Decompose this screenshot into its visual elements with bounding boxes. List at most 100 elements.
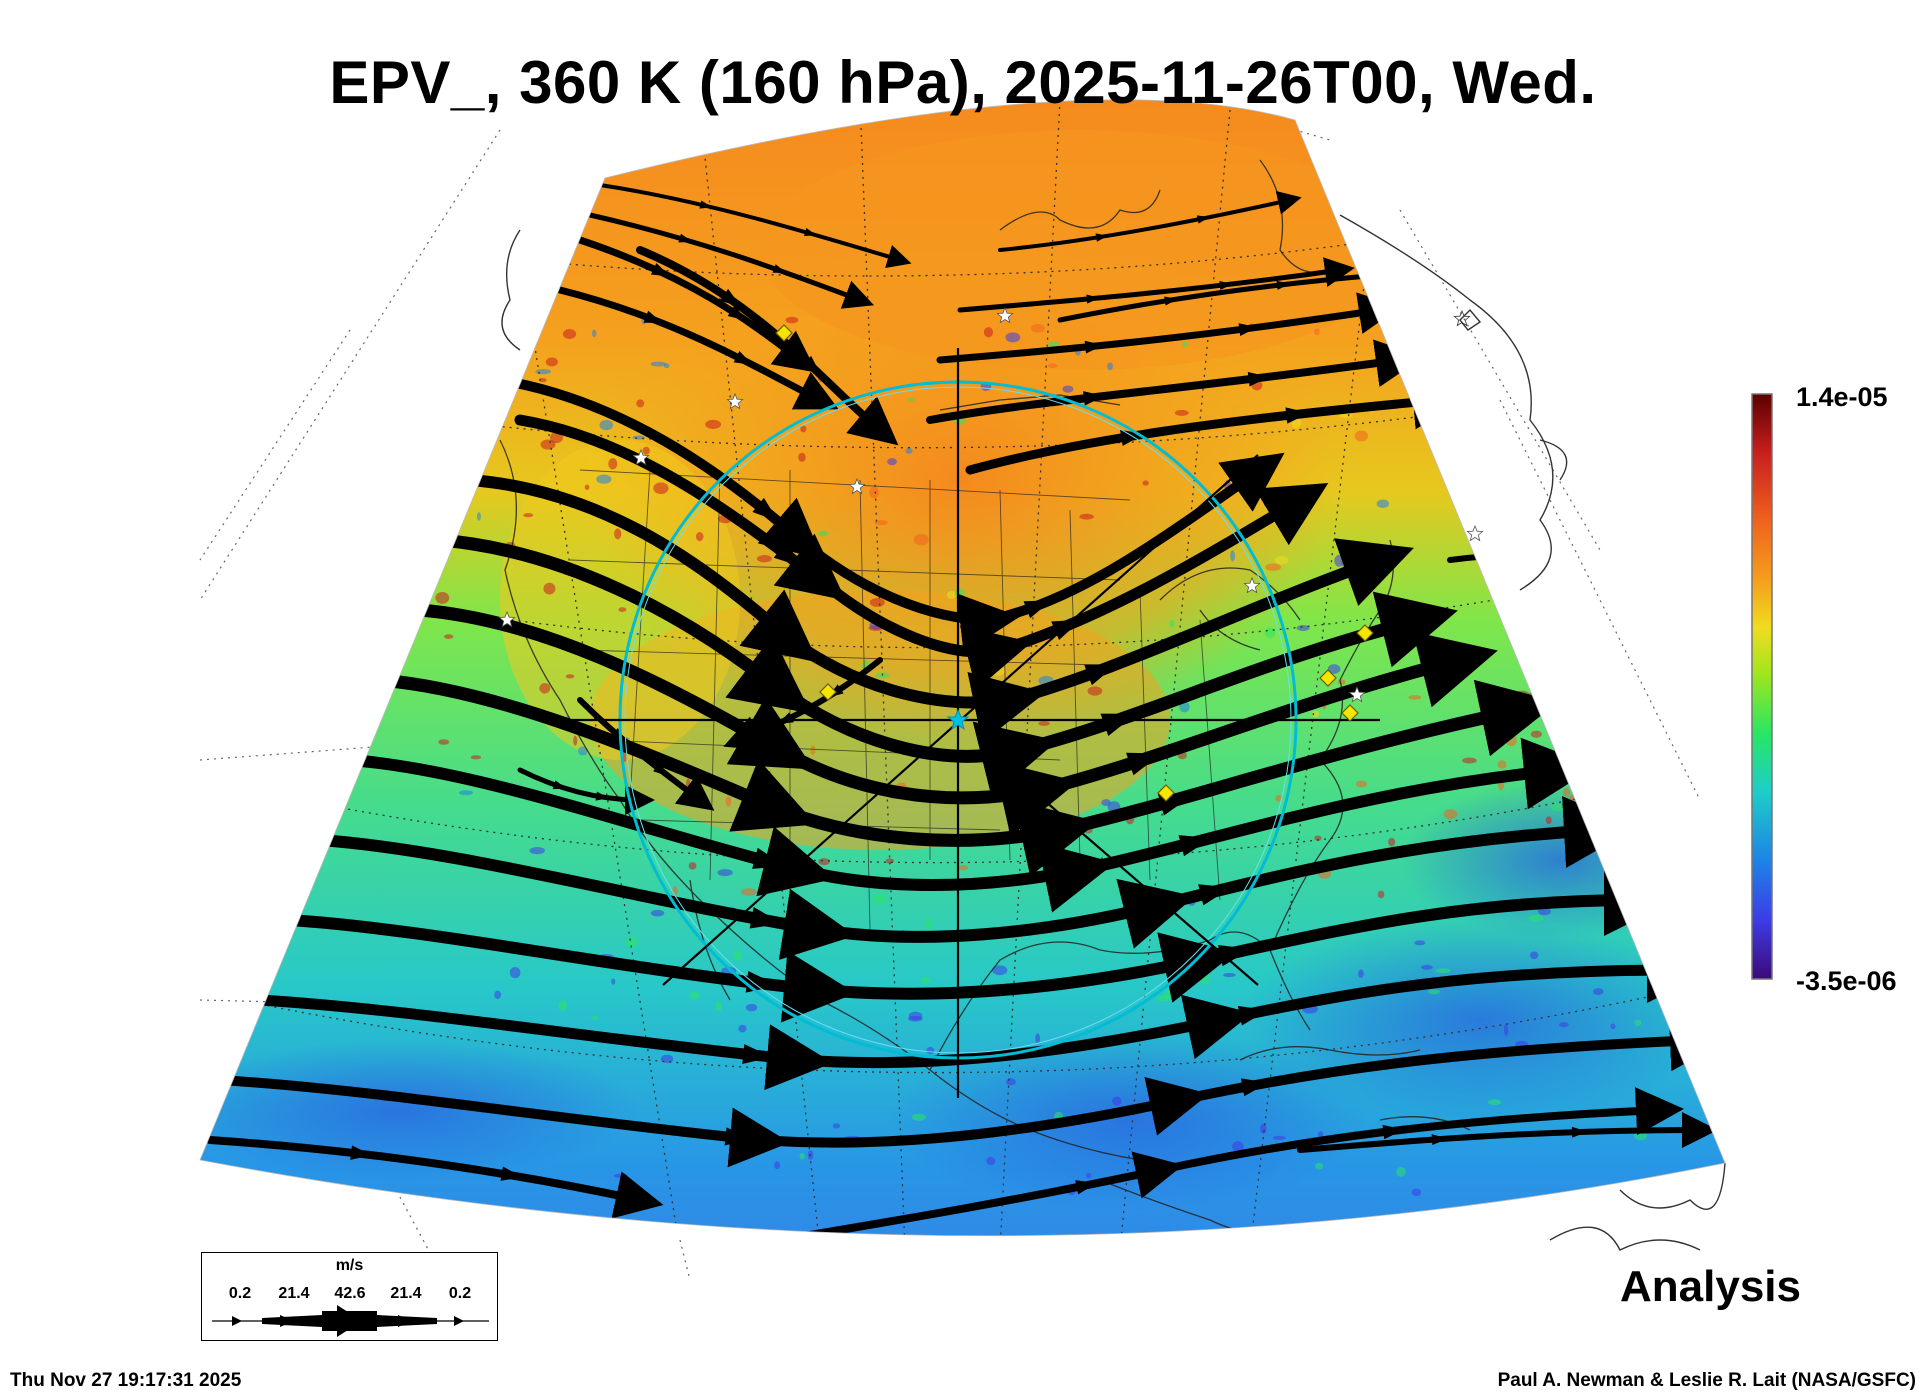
epv-speckle — [453, 429, 464, 440]
epv-speckle — [1658, 974, 1671, 979]
epv-speckle — [1182, 341, 1188, 348]
star-marker — [848, 477, 866, 495]
streamline-arrowhead — [643, 310, 663, 324]
streamline-arrowhead — [699, 200, 713, 209]
epv-speckle — [983, 327, 994, 338]
epv-speckle — [608, 458, 618, 470]
epv-speckle — [1087, 686, 1103, 696]
streamline-arrowhead — [1075, 1180, 1098, 1195]
epv-speckle — [832, 1123, 841, 1129]
streamline-arrowhead — [772, 264, 787, 273]
epv-speckle — [1230, 550, 1236, 562]
epv-speckle — [1593, 767, 1607, 774]
epv-speckle — [1408, 695, 1422, 700]
epv-speckle — [1272, 1135, 1286, 1140]
epv-speckle — [810, 745, 816, 755]
epv-speckle — [1611, 582, 1624, 592]
figure-title: EPV_, 360 K (160 hPa), 2025-11-26T00, We… — [329, 49, 1597, 116]
epv-speckle — [689, 991, 700, 1000]
epv-speckle — [596, 474, 612, 484]
star-marker — [1348, 685, 1366, 703]
epv-speckle — [1421, 964, 1433, 970]
sector-outline — [199, 99, 1726, 1237]
epv-speckle — [1443, 809, 1458, 820]
epv-speckle — [1354, 430, 1368, 442]
epv-speckle — [545, 357, 558, 367]
streamline — [1057, 261, 1395, 323]
epv-speckle — [438, 739, 450, 745]
streamline-arrowhead — [727, 305, 747, 321]
epv-speckle — [1337, 679, 1346, 685]
outer-coastlines — [501, 214, 1726, 1251]
streamline — [215, 1011, 1725, 1168]
epv-speckle — [529, 847, 545, 855]
epv-speckle — [1414, 940, 1426, 946]
epv-speckle — [1517, 461, 1532, 474]
epv-speckle — [1376, 499, 1390, 508]
epv-speckle — [873, 893, 887, 905]
epv-speckle — [1164, 988, 1179, 1001]
epv-speckle — [636, 399, 645, 408]
streamline-arrowhead — [1276, 280, 1290, 290]
streamline-arrowhead — [1083, 391, 1105, 406]
epv-speckle — [540, 439, 556, 450]
diamond-marker — [1356, 624, 1374, 642]
epv-speckle — [1632, 323, 1643, 330]
streamline-arrowhead — [350, 1145, 372, 1160]
star-marker — [632, 448, 650, 466]
credit-line: Paul A. Newman & Leslie R. Lait (NASA/GS… — [1497, 1370, 1916, 1391]
streamline — [576, 236, 817, 373]
streamline — [936, 292, 1401, 364]
epv-speckle — [1610, 605, 1622, 615]
streamline-arrowhead — [610, 727, 627, 743]
epv-speckle — [1199, 972, 1211, 985]
center-marker — [946, 708, 970, 731]
epv-speckle — [1245, 485, 1259, 497]
epv-speckle — [688, 862, 697, 870]
epv-speckle — [1462, 757, 1477, 764]
epv-speckle — [535, 369, 551, 375]
epv-speckle — [887, 458, 898, 466]
epv-speckle — [1559, 1022, 1569, 1028]
streamline-arrowhead — [733, 350, 753, 365]
streamline-arrowhead — [1196, 215, 1210, 224]
epv-speckle — [1355, 780, 1368, 788]
streamline-arrowhead — [1571, 1126, 1588, 1138]
epv-speckle — [1653, 549, 1667, 557]
streamline-arrowhead — [595, 791, 610, 801]
epv-speckle — [650, 361, 667, 367]
epv-speckle — [1260, 1123, 1267, 1134]
epv-speckle — [920, 976, 931, 985]
epv-speckle — [695, 532, 704, 542]
epv-speckle — [1576, 463, 1587, 472]
epv-speckle — [1334, 554, 1344, 567]
epv-speckle — [1388, 837, 1396, 847]
epv-speckle — [1062, 385, 1074, 393]
epv-speckle — [785, 316, 799, 324]
diamond-marker — [1341, 704, 1359, 722]
epv-speckle — [539, 683, 551, 694]
epv-speckle — [613, 1173, 628, 1179]
streamline — [577, 697, 715, 811]
streamline — [517, 767, 655, 815]
streamline-arrowhead — [1219, 280, 1233, 290]
epv-speckle — [1107, 362, 1113, 371]
epv-speckle — [476, 512, 481, 521]
star-marker — [1453, 309, 1471, 327]
epv-speckle — [1264, 627, 1276, 638]
epv-speckle — [672, 886, 678, 896]
epv-speckle — [1411, 1188, 1422, 1197]
epv-speckle — [1263, 497, 1273, 508]
epv-speckle — [1487, 1099, 1502, 1106]
epv-speckle — [1314, 328, 1320, 336]
streamline-arrowhead — [1247, 372, 1270, 387]
epv-speckle — [911, 1113, 927, 1121]
epv-speckle — [817, 530, 829, 537]
epv-speckle — [614, 528, 622, 540]
epv-speckle — [1435, 968, 1451, 974]
streamline-arrowhead — [552, 780, 567, 790]
epv-speckle — [1005, 1078, 1016, 1086]
epv-speckle — [1086, 1173, 1092, 1179]
epv-speckle — [481, 347, 492, 355]
streamline — [998, 190, 1302, 252]
